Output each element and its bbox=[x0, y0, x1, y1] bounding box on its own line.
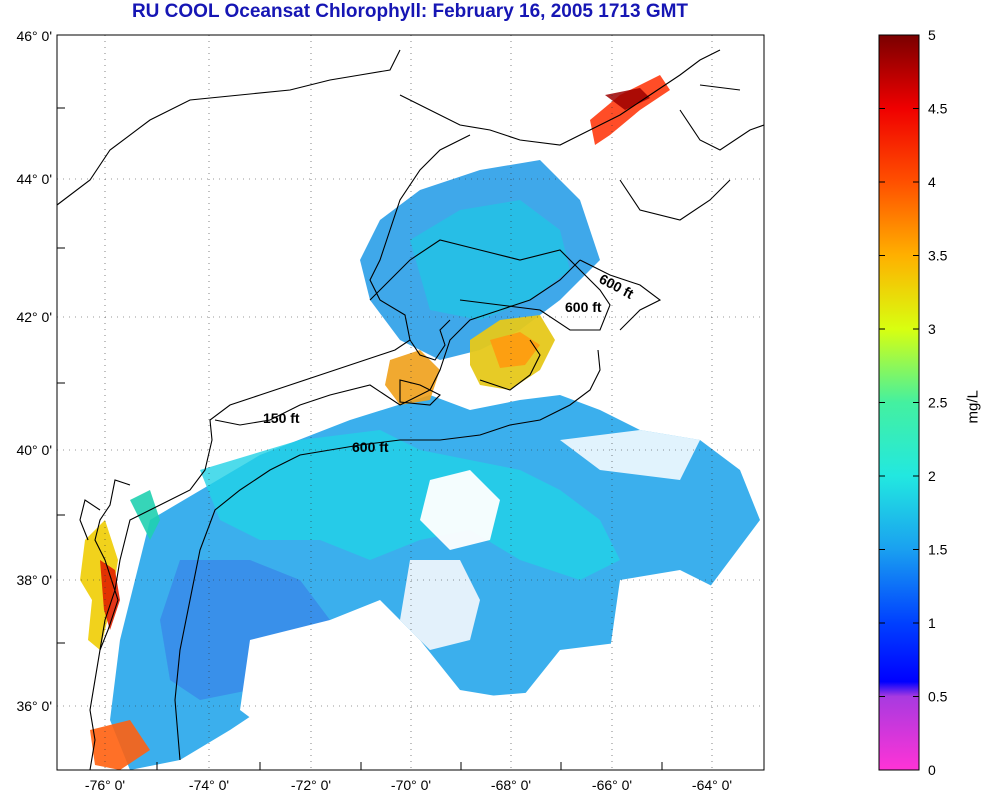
chl-bay-of-fundy bbox=[590, 75, 670, 145]
lon-tick-68: -68° 0' bbox=[491, 777, 531, 793]
colorbar-tick-label: 4 bbox=[928, 174, 936, 190]
lat-tick-46: 46° 0' bbox=[16, 28, 52, 44]
contour-label-150ft: 150 ft bbox=[263, 410, 300, 426]
colorbar bbox=[878, 34, 920, 771]
lat-tick-40: 40° 0' bbox=[16, 442, 52, 458]
cloud-gap-5 bbox=[560, 430, 700, 480]
coastline-mainland bbox=[57, 49, 764, 770]
chl-pamlico bbox=[90, 720, 150, 770]
map-title: RU COOL Oceansat Chlorophyll: February 1… bbox=[131, 1, 689, 22]
contour-600ft-scotian bbox=[579, 259, 662, 331]
lon-tick-70: -70° 0' bbox=[391, 777, 431, 793]
contour-600ft-gulf bbox=[369, 239, 611, 331]
colorbar-tick-label: 1 bbox=[928, 615, 936, 631]
coastline-delmarva bbox=[79, 479, 131, 651]
colorbar-tick-label: 4.5 bbox=[928, 101, 948, 117]
contour-label-600ft-south: 600 ft bbox=[352, 439, 389, 455]
colorbar-tick-label: 1.5 bbox=[928, 542, 948, 558]
colorbar-tick-label: 3.5 bbox=[928, 248, 948, 264]
colorbar-tick-label: 5 bbox=[928, 27, 936, 43]
lon-tick-72: -72° 0' bbox=[291, 777, 331, 793]
cloud-gap-3 bbox=[610, 570, 760, 700]
coastline-cape-cod bbox=[399, 319, 541, 406]
chl-gulf-cyan bbox=[410, 200, 570, 320]
contour-600ft-south bbox=[174, 349, 601, 761]
colorbar-tick-label: 0 bbox=[928, 762, 936, 778]
lat-tick-42: 42° 0' bbox=[16, 309, 52, 325]
chl-chesapeake bbox=[80, 520, 118, 650]
cloud-gap-2 bbox=[400, 560, 480, 650]
cloud-gap-1 bbox=[420, 470, 500, 550]
colorbar-tick-label: 2.5 bbox=[928, 395, 948, 411]
lon-tick-64: -64° 0' bbox=[692, 777, 732, 793]
chl-delaware bbox=[130, 490, 160, 540]
lat-tick-36: 36° 0' bbox=[16, 698, 52, 714]
chl-nantucket bbox=[385, 350, 440, 405]
chl-chesapeake-red bbox=[100, 560, 120, 630]
cloud-gap-4 bbox=[240, 620, 370, 740]
colorbar-tick-label: 3 bbox=[928, 321, 936, 337]
chl-georges-orange bbox=[490, 332, 540, 368]
cloud-gap-6 bbox=[440, 690, 600, 770]
lon-tick-66: -66° 0' bbox=[592, 777, 632, 793]
lat-tick-38: 38° 0' bbox=[16, 572, 52, 588]
chl-ocean-cyan bbox=[200, 430, 620, 580]
lon-tick-76: -76° 0' bbox=[85, 777, 125, 793]
contour-150ft bbox=[214, 259, 581, 426]
colorbar-tick-label: 2 bbox=[928, 468, 936, 484]
chl-fundy-dark bbox=[605, 88, 650, 110]
contour-label-600ft-gulf: 600 ft bbox=[565, 299, 602, 315]
lon-tick-74: -74° 0' bbox=[189, 777, 229, 793]
lat-tick-44: 44° 0' bbox=[16, 171, 52, 187]
colorbar-tick-label: 0.5 bbox=[928, 689, 948, 705]
colorbar-unit-label: mg/L bbox=[964, 390, 982, 424]
